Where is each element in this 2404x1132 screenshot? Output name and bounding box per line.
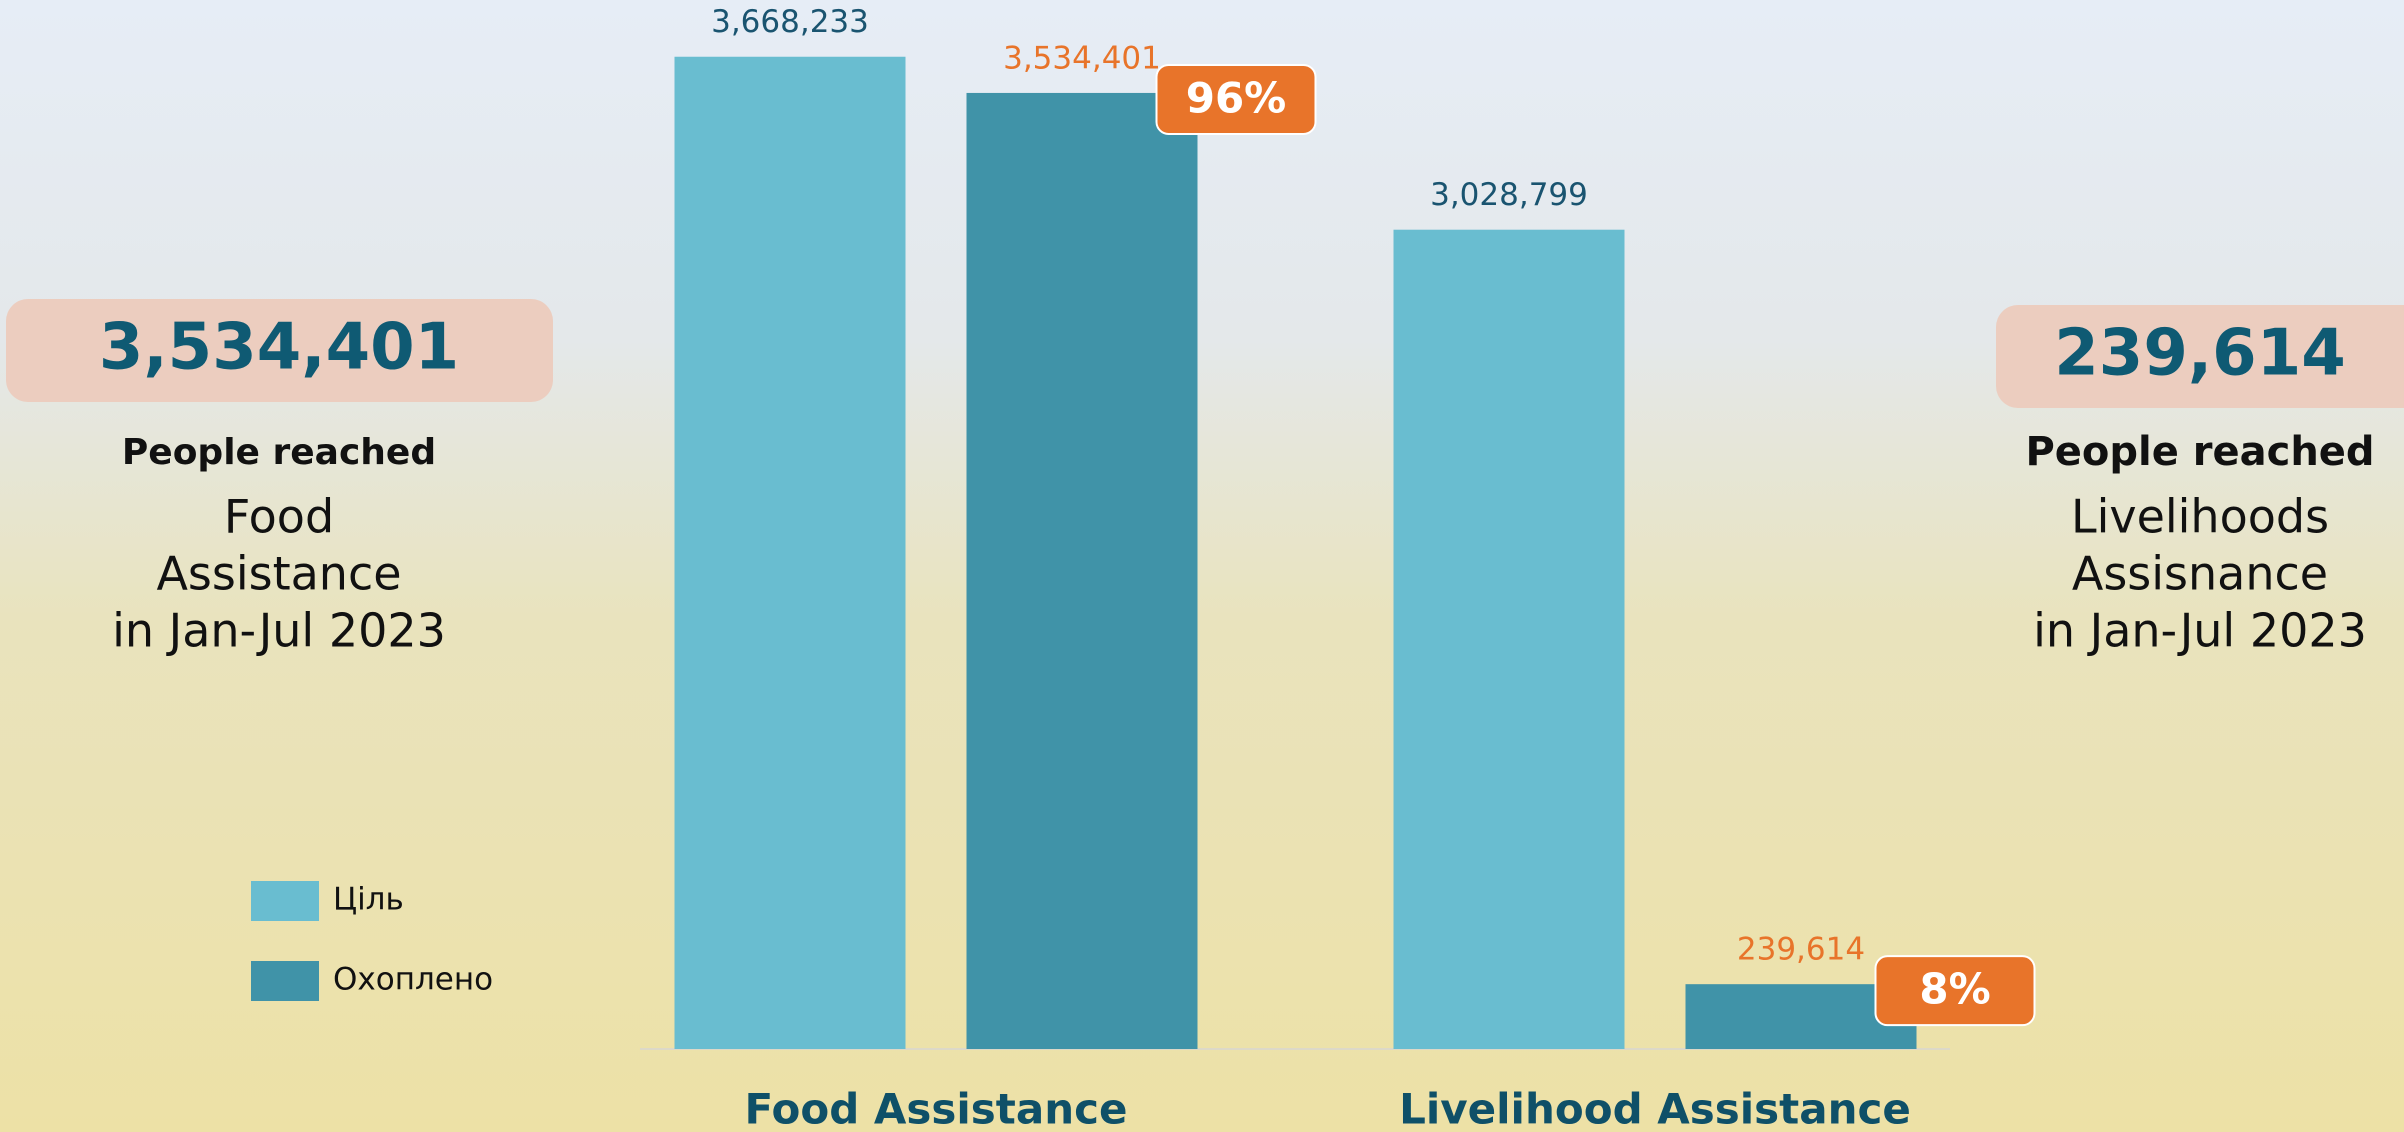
value-label: 3,668,233 xyxy=(711,4,869,40)
value-label: 3,534,401 xyxy=(1003,40,1161,76)
legend-label: Охоплено xyxy=(333,962,493,998)
legend-label: Ціль xyxy=(333,882,404,918)
bar xyxy=(675,57,906,1049)
summary-value: 3,534,401 xyxy=(99,311,459,385)
chart: 3,668,233 3,028,799 3,534,401 96% 239,614 8% F… xyxy=(0,0,2404,1132)
summary-line: Livelihoods xyxy=(2071,490,2329,544)
legend-swatch xyxy=(251,881,319,921)
legend-swatch xyxy=(251,961,319,1001)
value-label: 239,614 xyxy=(1737,932,1865,968)
summary-line: in Jan-Jul 2023 xyxy=(2033,604,2367,658)
summary-line: Assistance xyxy=(156,547,401,601)
summary-label: People reached xyxy=(2025,429,2374,475)
summary-line: Food xyxy=(224,490,334,544)
x-tick-label: Livelihood Assistance xyxy=(1399,1085,1911,1132)
bar xyxy=(1394,230,1625,1049)
share-label: 96% xyxy=(1186,73,1287,122)
x-tick-label: Food Assistance xyxy=(745,1085,1128,1132)
summary-value: 239,614 xyxy=(2054,317,2346,391)
share-label: 8% xyxy=(1919,965,1990,1014)
bar xyxy=(967,93,1198,1049)
summary-line: in Jan-Jul 2023 xyxy=(112,604,446,658)
value-label: 3,028,799 xyxy=(1430,177,1588,213)
summary-label: People reached xyxy=(122,432,436,473)
summary-line: Assisnance xyxy=(2072,547,2328,601)
